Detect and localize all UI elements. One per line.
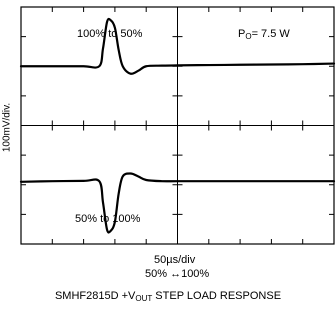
x-axis-label: 50µs/div (154, 254, 196, 266)
annotation-lower-trace: 50% to 100% (75, 213, 141, 225)
power-sub: O (245, 32, 252, 41)
y-axis-label: 100mV/div. (1, 102, 13, 153)
annotation-power: PO= 7.5 W (238, 28, 290, 43)
trace-upper-100-to-50 (19, 17, 336, 75)
title-suffix: STEP LOAD RESPONSE (152, 290, 282, 302)
power-prefix: P (238, 28, 246, 40)
title-sub: OUT (135, 294, 153, 303)
x-axis-sublabel: 50% ↔100% (145, 268, 210, 280)
title-prefix: SMHF2815D +V (54, 290, 136, 302)
power-suffix: = 7.5 W (251, 28, 290, 40)
chart-title: SMHF2815D +VOUT STEP LOAD RESPONSE (0, 290, 336, 303)
trace-lower-50-to-100 (19, 172, 336, 234)
annotation-upper-trace: 100% to 50% (77, 28, 143, 40)
